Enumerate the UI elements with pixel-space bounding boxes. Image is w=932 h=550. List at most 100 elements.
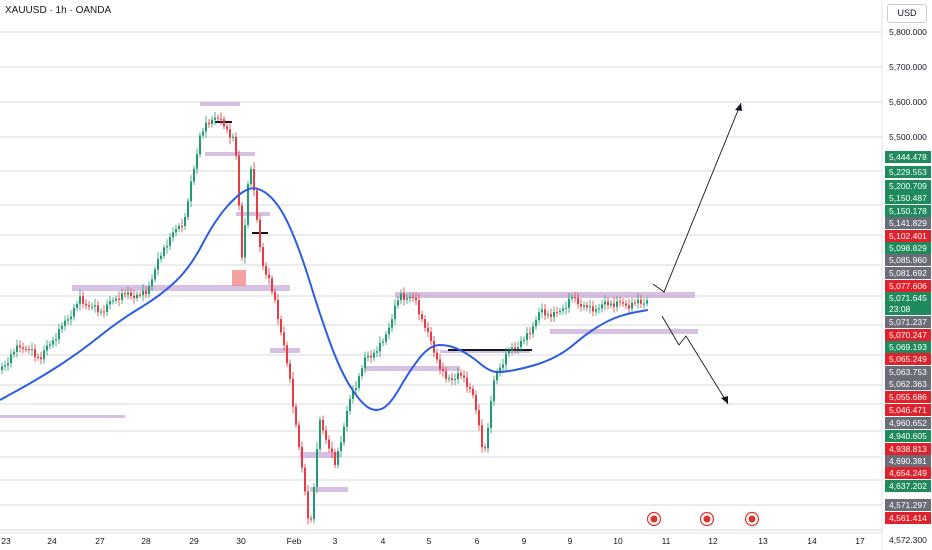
candle-body: [541, 309, 543, 313]
candle-body: [439, 359, 441, 370]
candle-body: [643, 303, 645, 305]
currency-button[interactable]: USD: [887, 4, 927, 23]
candle-body: [61, 325, 63, 330]
candle-body: [415, 297, 417, 301]
price-badge: [885, 217, 931, 229]
candle-body: [256, 190, 258, 220]
price-badge: [885, 292, 931, 304]
time-axis-label: 9: [522, 536, 527, 546]
candle-body: [106, 304, 108, 312]
candle-body: [220, 118, 222, 120]
candle-body: [346, 410, 348, 427]
price-badge-label: 4,938.813: [889, 444, 927, 454]
candle-body: [427, 327, 429, 332]
time-axis-label: 13: [758, 536, 768, 546]
candle-body: [109, 301, 111, 305]
candle-body: [337, 451, 339, 465]
candles: [1, 112, 648, 525]
candle-body: [199, 135, 201, 155]
price-badge: [885, 192, 931, 204]
candle-body: [49, 344, 51, 346]
price-badge-label: 4,940.605: [889, 431, 927, 441]
candle-body: [355, 387, 357, 391]
candle-body: [52, 340, 54, 345]
price-badge-label: 5,069.193: [889, 342, 927, 352]
time-axis-label: Feb: [287, 536, 302, 546]
candle-body: [532, 326, 534, 334]
candle-body: [211, 119, 213, 124]
candle-body: [313, 487, 315, 520]
candle-body: [562, 308, 564, 311]
price-badge: [885, 267, 931, 279]
candle-body: [556, 312, 558, 314]
candle-body: [73, 307, 75, 317]
price-badge-label: 5,070.247: [889, 330, 927, 340]
candle-body: [103, 311, 105, 313]
candle-body: [259, 219, 261, 248]
candle-body: [217, 117, 219, 119]
candle-body: [130, 292, 132, 296]
candle-body: [154, 269, 156, 280]
candle-body: [364, 357, 366, 369]
candle-body: [37, 356, 39, 358]
candle-body: [214, 117, 216, 120]
price-badge-label: 4,571.297: [889, 500, 927, 510]
candle-body: [493, 380, 495, 402]
candle-body: [535, 320, 537, 327]
price-badge-label: 5,150.487: [889, 193, 927, 203]
candle-body: [373, 352, 375, 358]
event-icons[interactable]: [646, 511, 760, 527]
price-badge-label: 5,200.709: [889, 181, 927, 191]
candle-body: [379, 342, 381, 352]
candle-body: [160, 255, 162, 259]
price-badge-label: 5,062.363: [889, 379, 927, 389]
price-badges: 5,444.478 5,229.553 5,200.709 5,150.487 5,15…: [885, 151, 931, 524]
candle-body: [124, 293, 126, 295]
candle-body: [637, 299, 639, 304]
candle-body: [19, 345, 21, 348]
candle-body: [412, 297, 414, 299]
candle-body: [496, 372, 498, 381]
candle-body: [304, 467, 306, 492]
candle-body: [601, 304, 603, 309]
price-badge-label: 5,055.686: [889, 392, 927, 402]
candle-body: [298, 424, 300, 447]
candle-body: [352, 390, 354, 399]
price-zone: [0, 415, 125, 418]
time-axis-label: 11: [662, 536, 671, 546]
candle-body: [268, 274, 270, 279]
candle-body: [166, 246, 168, 248]
candle-body: [361, 368, 363, 377]
price-badge: [885, 417, 931, 429]
price-zone: [550, 329, 698, 334]
candle-body: [394, 305, 396, 320]
price-zone: [200, 102, 240, 106]
candle-body: [367, 355, 369, 358]
candle-body: [613, 303, 615, 307]
order-block: [232, 270, 246, 286]
candle-body: [538, 312, 540, 321]
candle-body: [13, 351, 15, 355]
candle-body: [133, 295, 135, 299]
candle-body: [484, 447, 486, 449]
candle-body: [421, 314, 423, 320]
candle-body: [97, 305, 99, 313]
candle-body: [187, 201, 189, 218]
price-badge-label: 5,063.753: [889, 367, 927, 377]
candle-body: [463, 375, 465, 378]
price-zone: [72, 285, 290, 291]
candle-body: [94, 305, 96, 307]
candle-body: [184, 217, 186, 227]
candle-body: [502, 364, 504, 368]
candle-body: [172, 232, 174, 238]
price-axis-label: 4,572.300: [889, 535, 927, 545]
price-zone: [300, 452, 340, 458]
candle-body: [139, 294, 141, 296]
candle-body: [265, 266, 267, 275]
price-badge: [885, 303, 931, 315]
candle-body: [46, 345, 48, 351]
price-axis-label: 5,700.000: [889, 62, 927, 72]
candle-body: [238, 155, 240, 206]
moving-average: [0, 187, 649, 411]
